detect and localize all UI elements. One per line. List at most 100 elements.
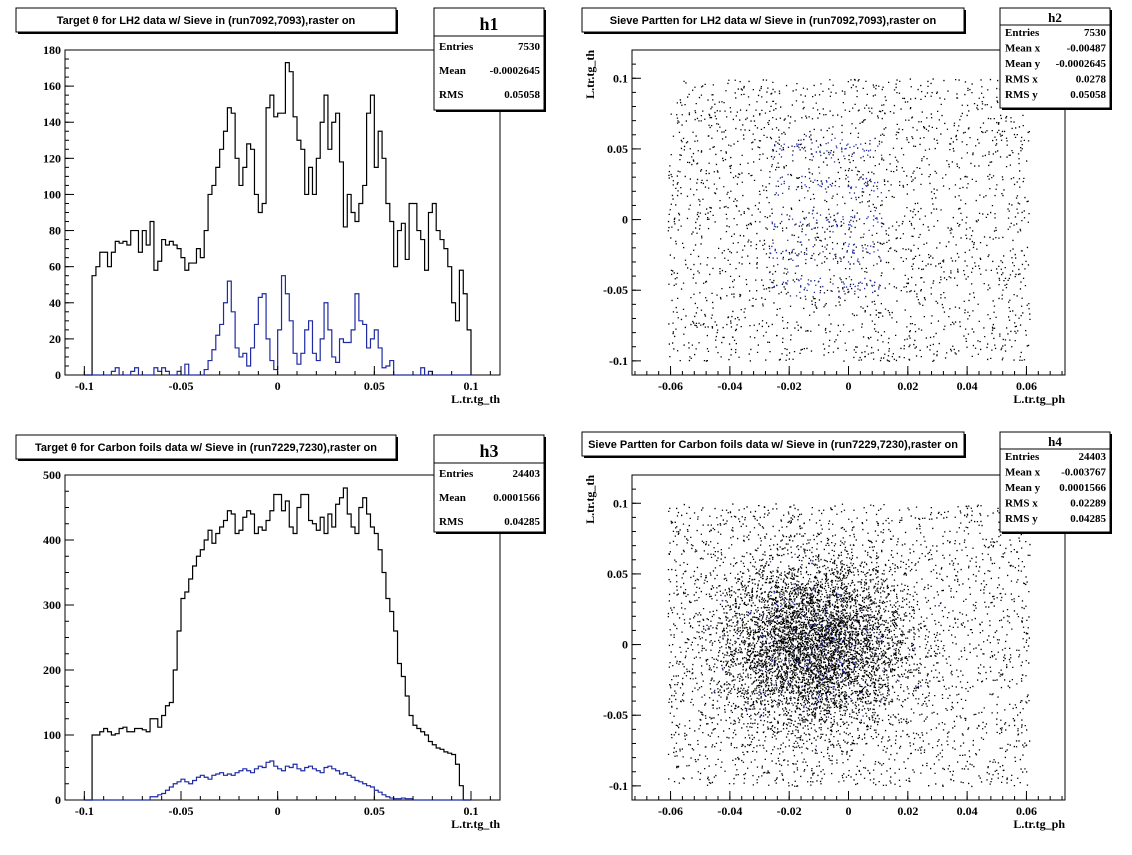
stats-key: Mean: [439, 65, 466, 77]
y-tick-label: -0.1: [609, 779, 628, 793]
scatter-blue-points: [768, 135, 883, 298]
y-tick-label: 0.05: [607, 142, 628, 156]
chart-h4: -0.06 -0.04 -0.02 0 0.02 0.04 0.06 -0.1 -0.05 0 0.…: [581, 431, 1112, 831]
x-tick-label: 0.05: [364, 804, 385, 818]
x-tick-label: -0.06: [658, 804, 683, 818]
title-box: [15, 434, 397, 460]
stats-value: -0.0002645: [1056, 58, 1107, 70]
stats-value: -0.0002645: [490, 65, 541, 77]
stats-key: Mean: [439, 492, 466, 504]
x-tick-label: -0.05: [169, 379, 194, 393]
stats-value: 7530: [518, 41, 541, 53]
y-tick-label: 0: [622, 213, 628, 227]
stats-name: h3: [479, 441, 498, 461]
stats-box: [433, 7, 545, 111]
x-tick-label: 0: [275, 804, 281, 818]
stats-key: RMS y: [1005, 513, 1038, 525]
y-tick-label: 0: [55, 793, 61, 807]
x-tick-label: -0.02: [777, 379, 802, 393]
stats-value: 0.05058: [504, 89, 540, 101]
chart-title: Sieve Partten for LH2 data w/ Sieve in (…: [610, 15, 937, 27]
x-tick-label: -0.06: [658, 379, 683, 393]
title-box: [581, 431, 965, 457]
chart-title: Target θ for LH2 data w/ Sieve in (run70…: [57, 15, 356, 27]
histogram-series-1: [84, 760, 471, 801]
x-tick-label: 0.02: [897, 804, 918, 818]
chart-h3: -0.1 -0.05 0 0.05 0.1 0 100 200 300 400 500 L.tr.tg…: [15, 434, 546, 831]
y-tick-label: 300: [43, 598, 61, 612]
stats-name: h2: [1048, 10, 1062, 25]
x-tick-label: -0.04: [717, 804, 742, 818]
stats-value: 0.04285: [1070, 513, 1106, 525]
stats-key: Mean x: [1005, 467, 1041, 479]
x-tick-label: 0.06: [1016, 379, 1037, 393]
x-tick-label: -0.1: [75, 379, 94, 393]
histogram-series-0: [84, 62, 472, 376]
x-tick-label: 0.02: [897, 379, 918, 393]
y-tick-label: 500: [43, 468, 61, 482]
y-tick-label: 60: [49, 260, 61, 274]
y-tick-label: 140: [43, 115, 61, 129]
stats-value: 0.04285: [504, 516, 540, 528]
y-axis-label: L.tr.tg_th: [583, 50, 597, 99]
chart-title: Sieve Partten for Carbon foils data w/ S…: [588, 439, 958, 451]
stats-value: -0.00487: [1067, 43, 1107, 55]
y-tick-label: 40: [49, 296, 61, 310]
x-tick-label: -0.02: [777, 804, 802, 818]
stats-key: RMS x: [1005, 498, 1038, 510]
chart-title: Target θ for Carbon foils data w/ Sieve …: [35, 442, 377, 454]
chart-h1: -0.1 -0.05 0 0.05 0.1 0 20 40 60 80 100 120 140 160 18…: [15, 7, 546, 406]
y-tick-label: -0.05: [603, 283, 628, 297]
y-tick-label: 0.1: [613, 496, 628, 510]
stats-name: h4: [1048, 434, 1062, 449]
y-tick-label: 80: [49, 224, 61, 238]
x-tick-label: -0.04: [717, 379, 742, 393]
stats-key: Mean y: [1005, 482, 1041, 494]
x-axis-label: L.tr.tg_th: [451, 392, 500, 406]
chart-h2: -0.06 -0.04 -0.02 0 0.02 0.04 0.06 -0.1 -0.05 0 0.…: [581, 7, 1112, 406]
stats-box: [433, 434, 545, 533]
title-box: [581, 7, 965, 33]
y-tick-label: 0: [622, 638, 628, 652]
histogram-series-0: [84, 487, 471, 801]
x-tick-label: 0.04: [957, 379, 978, 393]
stats-value: 24403: [513, 468, 541, 480]
stats-key: RMS: [439, 516, 463, 528]
stats-key: Mean y: [1005, 58, 1041, 70]
stats-name: h1: [479, 14, 498, 34]
stats-key: Entries: [439, 41, 474, 53]
x-tick-label: 0.05: [364, 379, 385, 393]
y-tick-label: 0.1: [613, 71, 628, 85]
stats-key: Entries: [439, 468, 474, 480]
title-box: [15, 7, 397, 33]
x-tick-label: 0.06: [1016, 804, 1037, 818]
y-tick-label: 100: [43, 187, 61, 201]
stats-value: 0.05058: [1070, 89, 1106, 101]
x-tick-label: 0: [275, 379, 281, 393]
x-tick-label: 0.1: [464, 379, 479, 393]
stats-key: Entries: [1005, 451, 1040, 463]
stats-value: -0.003767: [1061, 467, 1106, 479]
x-tick-label: 0: [846, 379, 852, 393]
y-tick-label: -0.1: [609, 354, 628, 368]
y-tick-label: 0: [55, 368, 61, 382]
x-axis-label: L.tr.tg_ph: [1013, 392, 1065, 406]
stats-key: RMS: [439, 89, 463, 101]
y-tick-label: 120: [43, 151, 61, 165]
stats-value: 0.0001566: [1059, 482, 1106, 494]
y-tick-label: 100: [43, 728, 61, 742]
x-tick-label: -0.05: [169, 804, 194, 818]
scatter-black-points: [667, 78, 1031, 363]
scatter-points: [667, 503, 1031, 788]
y-tick-label: 400: [43, 533, 61, 547]
scatter-black-points: [667, 503, 1031, 788]
histogram-series-1: [84, 275, 471, 376]
y-tick-label: -0.05: [603, 708, 628, 722]
x-tick-label: -0.1: [75, 804, 94, 818]
stats-key: RMS y: [1005, 89, 1038, 101]
stats-value: 24403: [1079, 451, 1107, 463]
stats-key: Entries: [1005, 27, 1040, 39]
scatter-points: [667, 78, 1031, 363]
